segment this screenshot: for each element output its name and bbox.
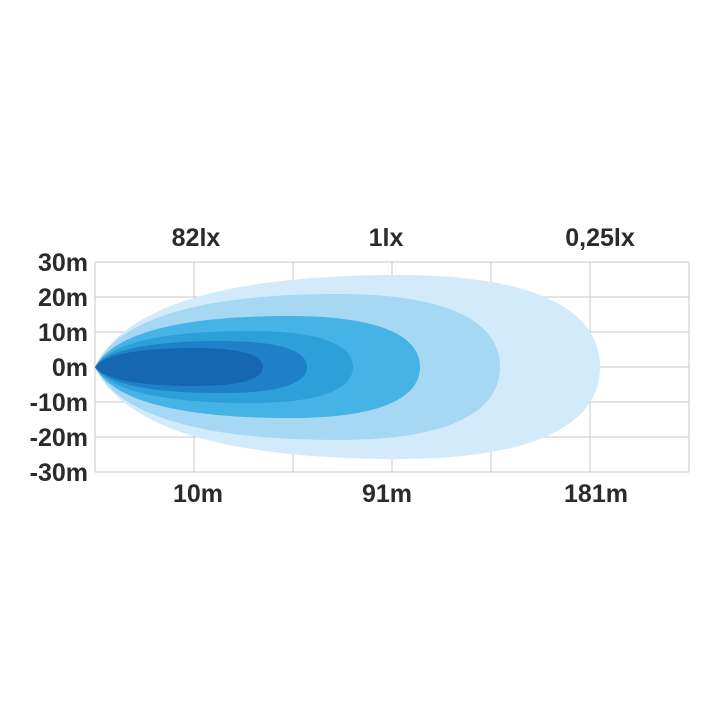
- y-axis-label: 20m: [38, 284, 88, 312]
- beam-lobe-1: [95, 348, 263, 386]
- y-axis-label: -10m: [30, 389, 88, 417]
- y-axis-label: 0m: [52, 354, 88, 382]
- x-axis-label: 10m: [173, 480, 223, 508]
- y-axis-label: 10m: [38, 319, 88, 347]
- y-axis-label: 30m: [38, 249, 88, 277]
- x-axis-label: 181m: [564, 480, 628, 508]
- lux-label: 0,25lx: [565, 224, 635, 252]
- lux-label: 82lx: [172, 224, 221, 252]
- y-axis-label: -30m: [30, 459, 88, 487]
- x-axis-label: 91m: [362, 480, 412, 508]
- lux-label: 1lx: [369, 224, 404, 252]
- y-axis-label: -20m: [30, 424, 88, 452]
